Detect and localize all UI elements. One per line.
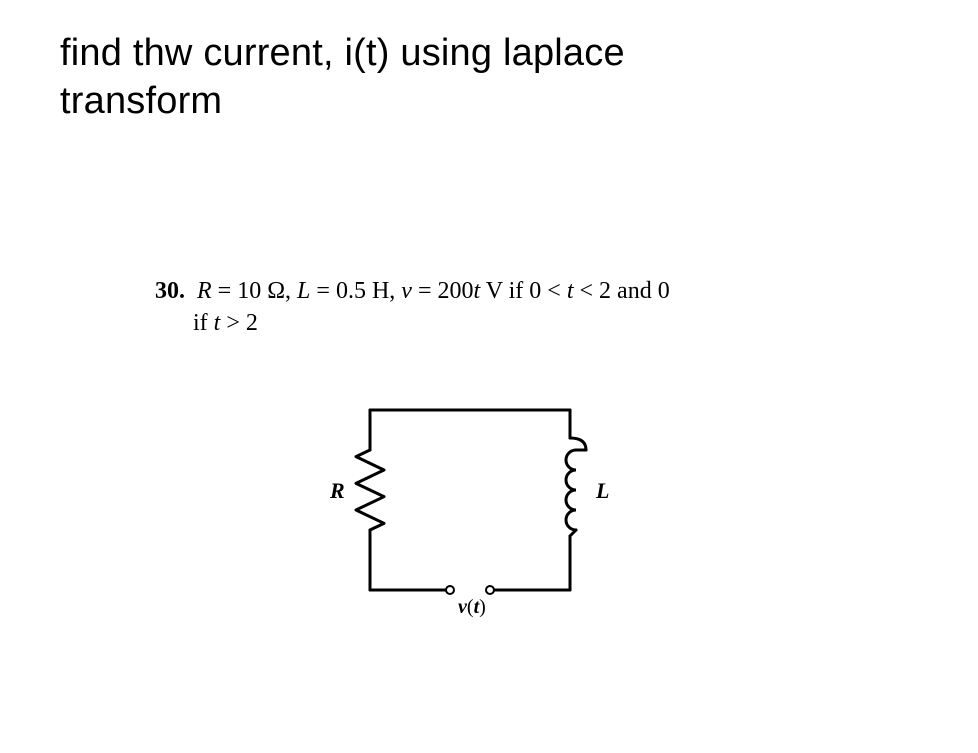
source-label: v(t) [458,596,486,619]
title-line-2: transform [60,80,222,122]
problem-text: R = 10 Ω, L = 0.5 H, v = 200t V if 0 < t… [191,278,670,304]
title-line-1: find thw current, i(t) using laplace [60,32,625,74]
inductor-label: L [596,478,609,504]
resistor-label: R [330,478,345,504]
problem-number: 30. [155,278,185,304]
page-title: find thw current, i(t) using laplace tra… [60,30,918,125]
page: find thw current, i(t) using laplace tra… [0,0,978,753]
circuit-diagram: R L v(t) [300,390,640,650]
problem-statement: 30. R = 10 Ω, L = 0.5 H, v = 200t V if 0… [155,275,895,340]
problem-text-line2: if t > 2 [155,307,895,339]
